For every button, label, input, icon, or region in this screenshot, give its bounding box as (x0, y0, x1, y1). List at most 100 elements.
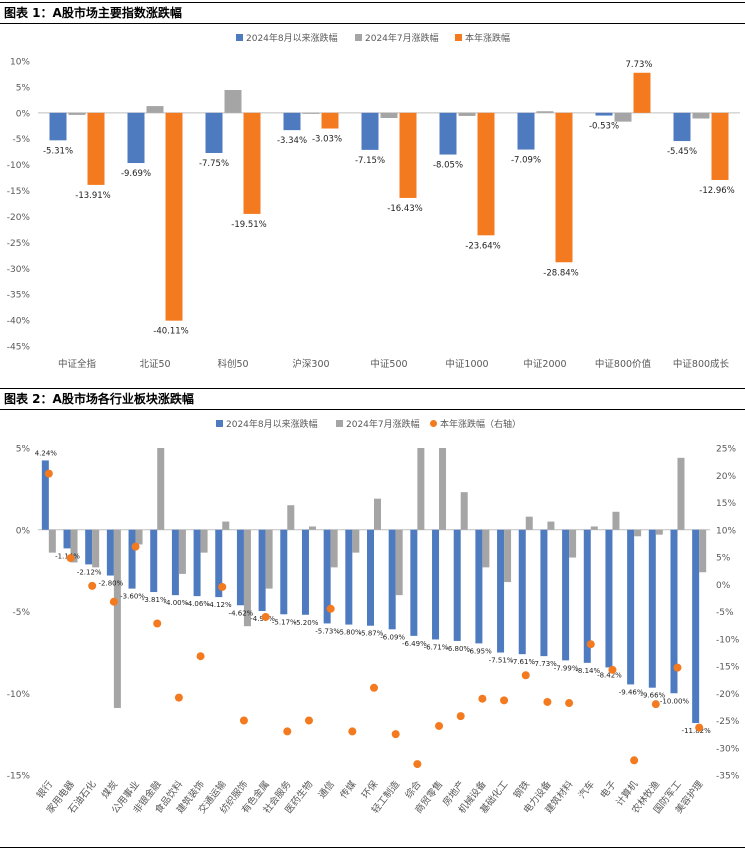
chart1-data-label: -13.91% (75, 191, 110, 201)
chart1-ytick-label: -35% (7, 291, 31, 301)
chart1-bar (49, 112, 67, 141)
chart2-bar (171, 529, 179, 596)
chart2-bar (265, 529, 273, 589)
chart2-dot (218, 582, 227, 591)
chart1-ytick-label: -15% (7, 187, 31, 197)
chart2-bar (48, 529, 56, 553)
chart1-legend-label: 2024年8月以来涨跌幅 (246, 32, 338, 44)
chart2-dot (88, 581, 97, 590)
chart2-bar (63, 529, 71, 549)
chart1-data-label: -3.34% (277, 136, 307, 146)
chart2-dot (239, 716, 248, 725)
chart2-dot (131, 542, 140, 551)
chart2-dot (695, 723, 704, 732)
chart2-ytick-left-label: -15% (7, 772, 31, 782)
chart2-category-label: 综合 (403, 778, 424, 801)
chart1-bar (614, 112, 632, 122)
chart2-bar (258, 529, 266, 612)
chart1-data-label: -7.75% (199, 159, 229, 169)
chart1-legend-swatch (455, 34, 462, 41)
chart1-data-label: -3.03% (312, 135, 342, 145)
chart2-bar (460, 492, 468, 530)
chart2-ytick-right-label: -10% (716, 635, 740, 645)
chart2-ytick-right-label: 25% (716, 445, 736, 455)
chart2-data-label: -8.42% (597, 671, 622, 679)
chart1-data-label: -16.43% (387, 204, 422, 214)
chart1-category-label: 中证500 (370, 358, 407, 370)
chart1-ytick-label: 0% (16, 109, 31, 119)
chart2-bar (200, 529, 208, 553)
chart2-data-label: -6.71% (424, 643, 449, 651)
chart1-bar (595, 112, 613, 116)
chart1-data-label: -0.53% (589, 122, 619, 132)
chart1-bar (673, 112, 691, 142)
chart1-legend-label: 2024年7月涨跌幅 (365, 32, 439, 44)
chart2-ytick-right-label: 15% (716, 499, 736, 509)
chart1-legend-swatch (236, 34, 243, 41)
chart2-dot (673, 663, 682, 672)
chart2-bar (135, 529, 143, 545)
chart1-data-label: 7.73% (625, 60, 652, 70)
chart1-data-label: -8.05% (433, 161, 463, 171)
chart2-legend-label: 2024年7月涨跌幅 (346, 418, 420, 430)
chart2-ytick-right-label: -35% (716, 772, 740, 782)
chart2-dot (66, 554, 75, 563)
chart2-category-label: 通信 (316, 778, 337, 800)
chart1-bar (477, 112, 495, 236)
chart2-bar (70, 529, 78, 563)
chart2-ytick-right-label: 10% (716, 526, 736, 536)
chart2-dot (370, 683, 378, 692)
chart1-bar (439, 112, 457, 155)
chart2-ytick-left-label: -5% (12, 608, 30, 618)
chart1-category-label: 中证800价值 (595, 358, 652, 370)
chart2-category-label: 汽车 (576, 778, 597, 800)
chart2-legend-swatch (430, 420, 437, 427)
chart2-data-label: -9.66% (640, 692, 665, 700)
chart2-bar (150, 529, 158, 593)
chart1-bar (555, 112, 573, 263)
chart1-ytick-label: -5% (12, 135, 30, 145)
chart1-bar (458, 112, 476, 116)
chart2-svg: 5% 0% -5% -10% -15% 25% 20% 15% 10% 5% 0% -5% -10% -1… (7, 418, 740, 816)
chart2-dot (543, 697, 552, 706)
chart2-category-label: 传媒 (338, 778, 359, 801)
chart2-bar (113, 529, 121, 708)
chart2-bar (92, 529, 100, 568)
chart2-dot (565, 699, 574, 708)
chart2-bar (569, 529, 577, 558)
chart1-data-label: -7.09% (511, 156, 541, 166)
chart1-data-label: -19.51% (231, 220, 266, 230)
chart2-legend-label: 2024年8月以来涨跌幅 (226, 418, 318, 430)
chart1-category-label: 沪深300 (292, 358, 329, 370)
chart2-bar (547, 521, 555, 530)
chart1-svg: 10% 5% 0% -5% -10% -15% -20% -25% -30% -35% -40% -4… (7, 32, 740, 370)
chart1-ytick-label: -20% (7, 213, 31, 223)
chart2-bar (504, 529, 512, 583)
chart2-dot (586, 640, 595, 649)
chart2-ytick-left-label: 0% (16, 526, 31, 536)
chart2-bar (525, 516, 533, 530)
chart1-bar (321, 112, 339, 129)
chart2-bar (605, 529, 613, 668)
chart1-ytick-label: -25% (7, 239, 31, 249)
chart1-bar (536, 111, 554, 113)
chart2-bar (612, 511, 620, 530)
chart1-ytick-label: -30% (7, 265, 31, 275)
chart2-bar (482, 529, 490, 568)
chart2-ytick-right-label: -20% (716, 690, 740, 700)
chart2-ytick-right-label: -25% (716, 717, 740, 727)
chart2-data-label: -7.73% (532, 660, 557, 668)
chart2-bar (215, 529, 223, 598)
chart2-bar (497, 529, 505, 653)
chart2-bar (280, 529, 288, 615)
chart1-data-label: -7.15% (355, 156, 385, 166)
chart1-bar (692, 112, 710, 119)
chart1-ytick-label: -40% (7, 317, 31, 327)
chart1-bar (87, 112, 105, 185)
chart2-dot (174, 693, 183, 702)
chart1-ytick-label: 10% (10, 58, 30, 68)
chart2-bar (677, 457, 685, 530)
figure2-heading-rule (0, 409, 745, 410)
chart2-legend-swatch (336, 420, 343, 427)
chart1-bar (399, 112, 417, 198)
